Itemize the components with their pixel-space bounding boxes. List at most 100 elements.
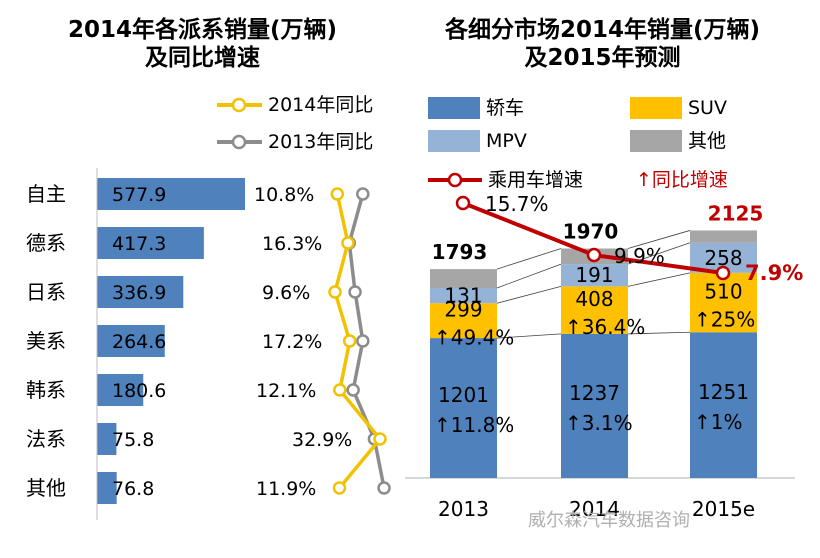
connector-line — [496, 333, 562, 339]
bar — [97, 276, 184, 308]
bar-value-label: 180.6 — [112, 380, 166, 402]
growth-2014-label: 16.3% — [262, 233, 322, 255]
bar — [97, 227, 204, 259]
bar — [97, 423, 117, 455]
legend-label-2013: 2013年同比 — [268, 131, 374, 153]
bar-value-label: 75.8 — [112, 429, 154, 451]
legend-label-suv: SUV — [688, 97, 727, 119]
passenger-growth-label: 15.7% — [485, 192, 549, 216]
growth-marker — [333, 383, 347, 397]
bar-value-label: 577.9 — [112, 184, 166, 206]
growth-2014-label: 10.8% — [254, 184, 314, 206]
sedan-growth-label: ↑3.1% — [565, 411, 633, 435]
sedan-value-label: 1201 — [438, 383, 489, 407]
growth-marker — [377, 481, 391, 495]
connector-line — [627, 331, 691, 335]
stacked-bar-segment — [430, 303, 497, 339]
connector-line — [496, 248, 562, 270]
bar-value-label: 76.8 — [112, 478, 154, 500]
bar — [97, 374, 144, 406]
right-title-line2: 及2015年预测 — [524, 45, 681, 71]
stacked-bar-segment — [690, 332, 757, 478]
growth-marker — [328, 285, 342, 299]
total-label: 1970 — [563, 219, 619, 243]
sedan-growth-label: ↑1% — [694, 410, 743, 434]
connector-line — [627, 230, 691, 249]
passenger-growth-marker — [455, 195, 471, 211]
growth-2014-label: 12.1% — [256, 380, 316, 402]
growth-marker — [356, 334, 370, 348]
total-label: 1793 — [432, 240, 488, 264]
legend-marker-2013 — [231, 134, 247, 150]
bar-value-label: 417.3 — [112, 233, 166, 255]
legend-label-2014: 2014年同比 — [268, 94, 374, 116]
growth-marker — [373, 432, 387, 446]
legend-label-other: 其他 — [688, 130, 727, 152]
connector-line — [627, 272, 691, 287]
category-label: 法系 — [26, 427, 66, 451]
sedan-value-label: 1237 — [569, 381, 620, 405]
stacked-bar-segment — [690, 230, 757, 243]
growth-2014-label: 32.9% — [292, 429, 352, 451]
left-title-line2: 及同比增速 — [145, 45, 260, 71]
right-chart-title: 各细分市场2014年销量(万辆) 及2015年预测 — [400, 16, 805, 72]
suv-value-label: 299 — [444, 298, 482, 322]
sedan-growth-label: ↑11.8% — [434, 413, 514, 437]
connector-line — [496, 285, 562, 304]
bar — [97, 325, 165, 357]
stacked-bar-segment — [561, 286, 628, 334]
category-label: 2014 — [569, 497, 620, 521]
stacked-bar-segment — [561, 333, 628, 478]
stacked-bar-segment — [561, 264, 628, 287]
category-label: 德系 — [26, 231, 66, 255]
growth-marker — [341, 236, 355, 250]
suv-growth-label: ↑36.4% — [565, 315, 645, 339]
category-label: 其他 — [26, 476, 66, 500]
stacked-bar-segment — [690, 272, 757, 333]
growth-marker — [342, 334, 357, 348]
growth-marker — [332, 481, 347, 495]
passenger-growth-marker — [586, 247, 602, 263]
left-title-line1: 2014年各派系销量(万辆) — [67, 17, 338, 43]
passenger-growth-marker — [715, 265, 731, 281]
category-label: 美系 — [26, 329, 66, 353]
legend-swatch-suv — [630, 97, 682, 119]
passenger-growth-label: 7.9% — [745, 261, 803, 285]
legend-label-yoy-arrow: ↑同比增速 — [636, 169, 728, 191]
bar-value-label: 336.9 — [112, 282, 166, 304]
growth-marker — [348, 285, 362, 299]
bar — [97, 178, 245, 210]
category-label: 日系 — [26, 280, 66, 304]
suv-value-label: 510 — [704, 280, 742, 304]
category-label: 韩系 — [26, 378, 66, 402]
suv-growth-label: ↑49.4% — [434, 326, 514, 350]
passenger-growth-label: 9.9% — [614, 244, 665, 268]
watermark: 威尔森汽车数据咨询 — [528, 510, 690, 531]
stacked-bar-segment — [430, 269, 497, 288]
category-label: 2015e — [692, 497, 755, 521]
category-label: 2013 — [438, 497, 489, 521]
growth-marker — [356, 187, 370, 201]
growth-2014-label: 17.2% — [262, 331, 322, 353]
legend-label-growth: 乘用车增速 — [488, 169, 584, 191]
legend-label-mpv: MPV — [486, 130, 527, 152]
growth-marker — [346, 383, 360, 397]
stacked-bar-segment — [430, 287, 497, 304]
total-label: 2125 — [708, 201, 764, 225]
legend-label-sedan: 轿车 — [486, 97, 525, 119]
growth-marker — [330, 187, 345, 201]
suv-value-label: 408 — [575, 287, 613, 311]
mpv-value-label: 131 — [444, 284, 482, 308]
stacked-bar-segment — [430, 338, 497, 478]
bar — [97, 472, 117, 504]
growth-2014-label: 11.9% — [256, 478, 316, 500]
legend-swatch-sedan — [428, 97, 480, 119]
growth-2014-label: 9.6% — [262, 282, 310, 304]
category-label: 自主 — [26, 182, 66, 206]
bar-value-label: 264.6 — [112, 331, 166, 353]
left-chart-title: 2014年各派系销量(万辆) 及同比增速 — [15, 16, 390, 72]
connector-line — [496, 263, 562, 289]
mpv-value-label: 191 — [575, 263, 613, 287]
